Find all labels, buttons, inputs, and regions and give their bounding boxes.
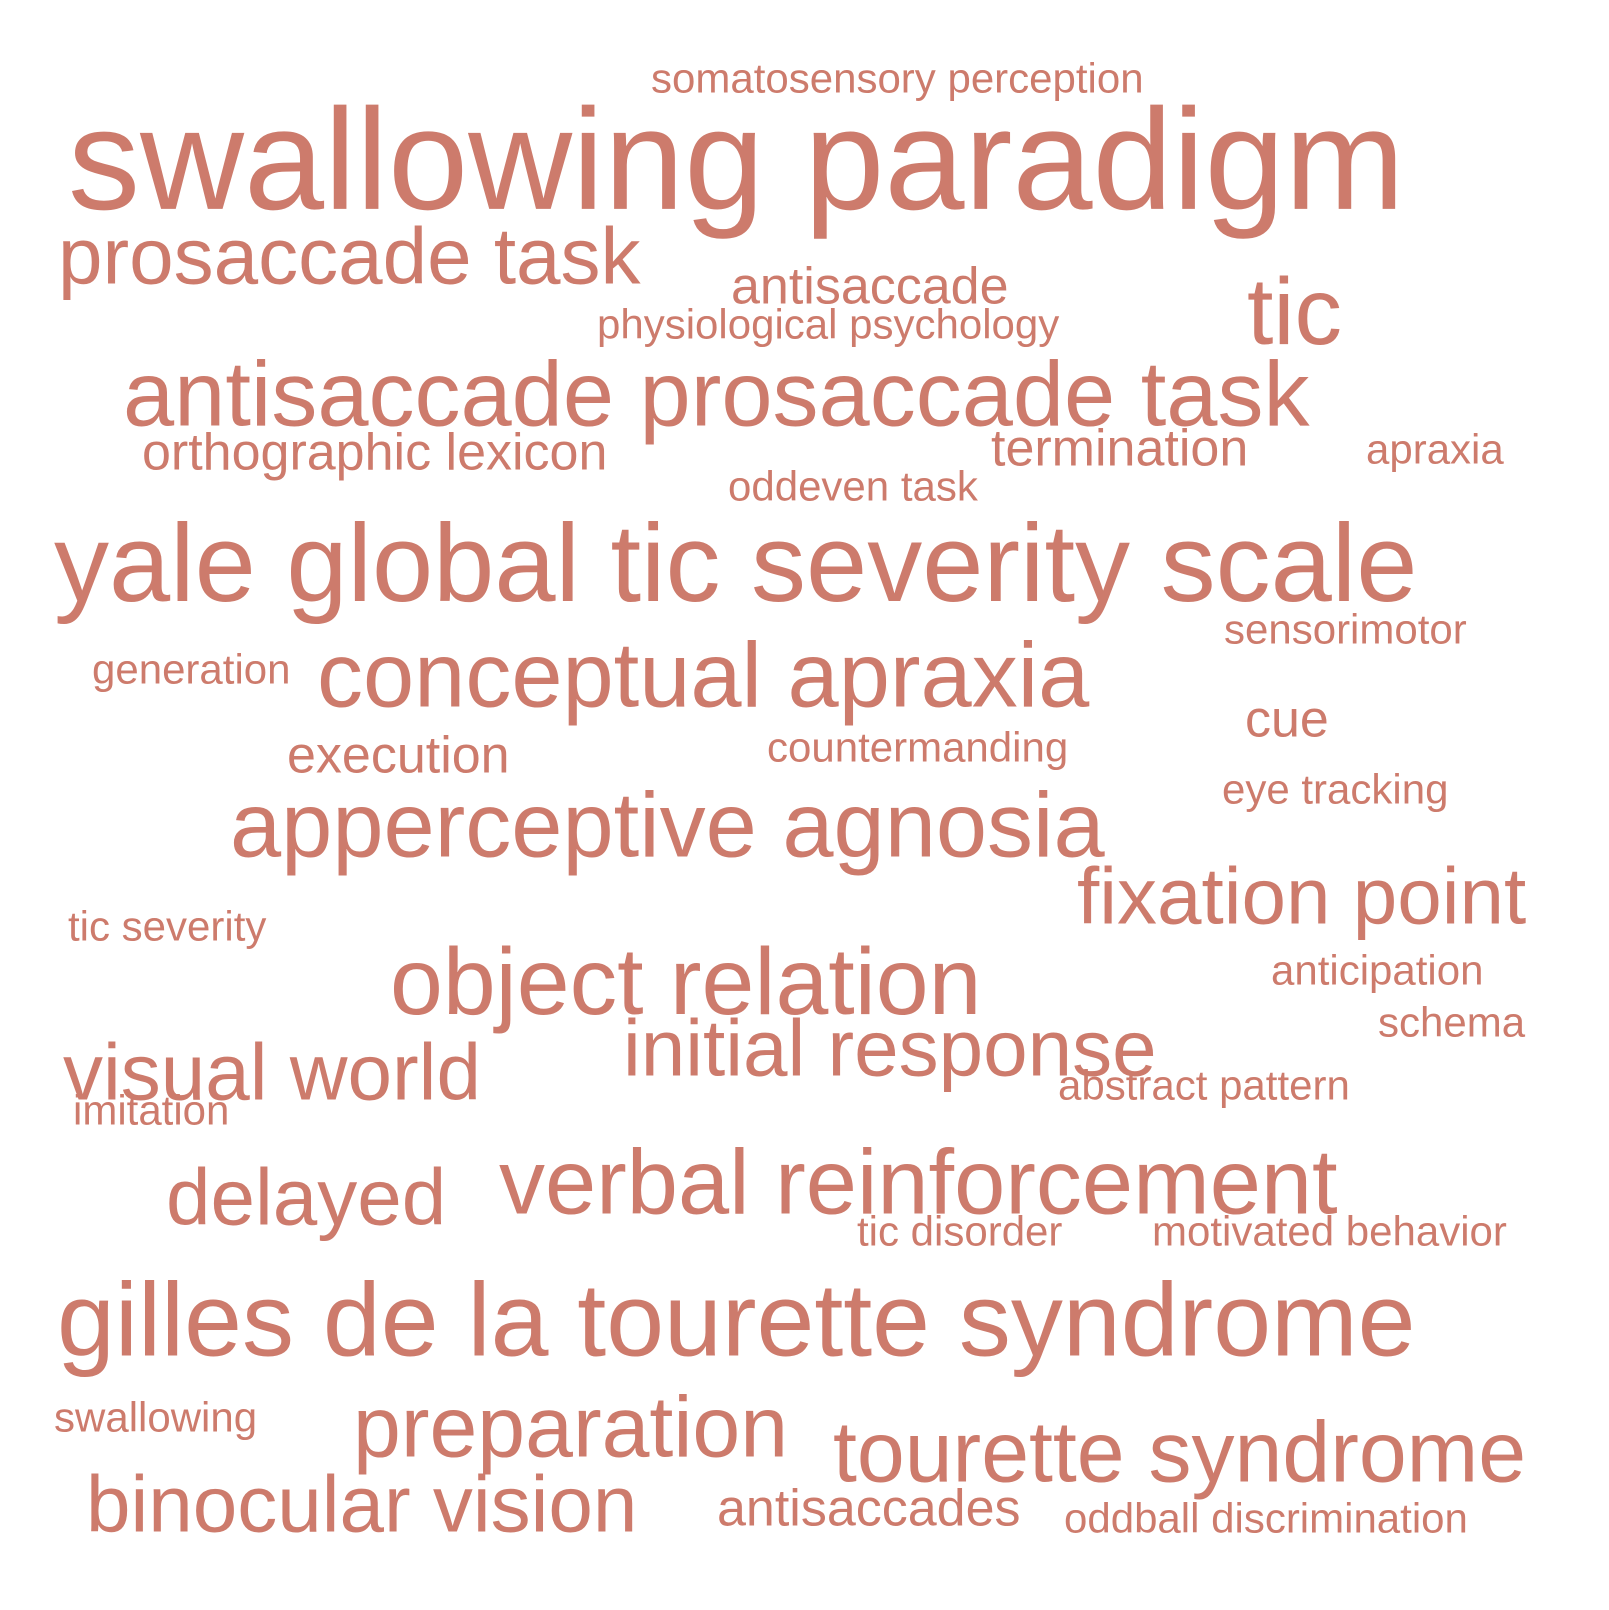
word-tic: tic: [1247, 259, 1342, 366]
word-oddeven-task: oddeven task: [728, 462, 978, 510]
word-swallowing-paradigm: swallowing paradigm: [68, 78, 1405, 240]
word-abstract-pattern: abstract pattern: [1058, 1061, 1350, 1109]
word-visual-world: visual world: [63, 1027, 481, 1117]
word-eye-tracking: eye tracking: [1222, 765, 1449, 813]
word-cue: cue: [1245, 690, 1329, 749]
word-oddball-discrimination: oddball discrimination: [1064, 1494, 1468, 1542]
word-antisaccade-prosaccade-task: antisaccade prosaccade task: [123, 343, 1310, 446]
word-apraxia: apraxia: [1366, 425, 1504, 473]
word-termination: termination: [991, 419, 1249, 478]
word-countermanding: countermanding: [767, 723, 1069, 771]
word-yale-global-tic-severity-scale: yale global tic severity scale: [54, 501, 1418, 625]
word-prosaccade-task: prosaccade task: [58, 211, 641, 301]
word-tic-severity: tic severity: [68, 902, 267, 950]
word-delayed: delayed: [166, 1152, 447, 1242]
word-binocular-vision: binocular vision: [86, 1459, 638, 1549]
word-apperceptive-agnosia: apperceptive agnosia: [230, 774, 1105, 877]
word-initial-response: initial response: [623, 1003, 1157, 1093]
word-tic-disorder: tic disorder: [857, 1207, 1063, 1255]
word-object-relation: object relation: [390, 929, 982, 1036]
word-execution: execution: [287, 726, 510, 785]
word-antisaccades: antisaccades: [717, 1479, 1021, 1538]
word-fixation-point: fixation point: [1077, 851, 1527, 941]
word-verbal-reinforcement: verbal reinforcement: [499, 1131, 1338, 1234]
word-preparation: preparation: [353, 1379, 789, 1476]
word-physiological-psychology: physiological psychology: [597, 300, 1060, 348]
word-somatosensory-perception: somatosensory perception: [651, 54, 1144, 102]
word-antisaccade: antisaccade: [731, 257, 1009, 316]
word-conceptual-apraxia: conceptual apraxia: [317, 624, 1090, 727]
word-gilles-de-la-tourette-syndrome: gilles de la tourette syndrome: [57, 1262, 1416, 1379]
word-generation: generation: [92, 645, 291, 693]
word-imitation: imitation: [73, 1086, 230, 1134]
word-schema: schema: [1378, 998, 1526, 1046]
word-orthographic-lexicon: orthographic lexicon: [142, 423, 608, 482]
word-sensorimotor: sensorimotor: [1224, 605, 1467, 653]
word-motivated-behavior: motivated behavior: [1152, 1207, 1507, 1255]
word-tourette-syndrome: tourette syndrome: [833, 1404, 1527, 1501]
word-anticipation: anticipation: [1271, 946, 1484, 994]
word-swallowing: swallowing: [54, 1393, 258, 1441]
